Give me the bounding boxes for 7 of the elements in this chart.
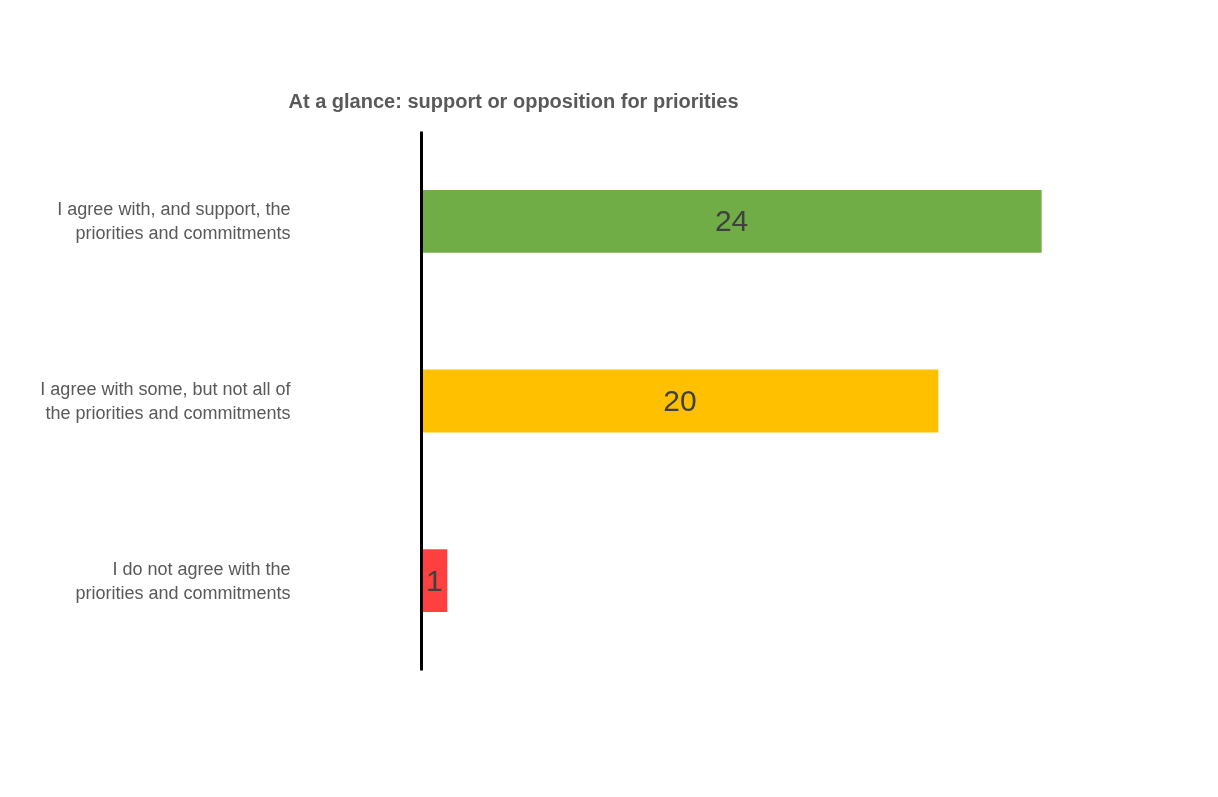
y-tick-label: I agree with, and support, the priorities and commitments	[57, 199, 291, 244]
chart-title: At a glance: support or opposition for priorities	[288, 89, 739, 112]
y-tick-label: I do not agree with the priorities and commitments	[75, 558, 291, 603]
y-tick-label: I agree with some, but not all of the priorities and commitments	[40, 379, 292, 423]
data-label: 20	[663, 384, 697, 417]
data-label: 24	[714, 204, 749, 238]
data-label: 1	[426, 563, 443, 597]
